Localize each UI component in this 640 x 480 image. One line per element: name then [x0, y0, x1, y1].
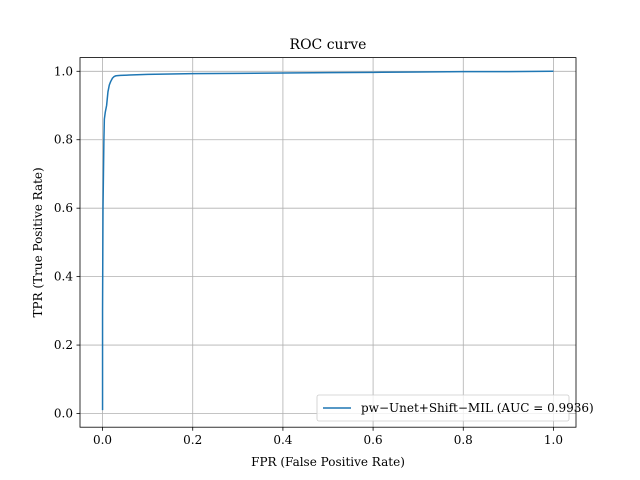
- grid-lines: [80, 57, 576, 428]
- x-tick-label: 0.6: [364, 433, 383, 447]
- y-tick-label: 0.2: [54, 338, 73, 352]
- x-tick-label: 0.4: [273, 433, 292, 447]
- x-tick-label: 0.0: [93, 433, 112, 447]
- legend: pw−Unet+Shift−MIL (AUC = 0.9936): [316, 394, 594, 422]
- chart-title: ROC curve: [290, 37, 367, 53]
- y-axis-label: TPR (True Positive Rate): [31, 167, 45, 317]
- x-axis-ticks: 0.0 0.2 0.4 0.6 0.8 1.0: [93, 427, 563, 447]
- plot-frame: [79, 57, 577, 428]
- y-tick-label: 0.0: [54, 407, 73, 421]
- y-axis-ticks: 0.0 0.2 0.4 0.6 0.8 1.0: [54, 64, 80, 421]
- y-tick-label: 0.6: [54, 201, 73, 215]
- y-tick-label: 1.0: [54, 64, 73, 78]
- x-tick-label: 0.2: [183, 433, 202, 447]
- plot-area: [80, 57, 576, 428]
- x-axis-label: FPR (False Positive Rate): [251, 455, 405, 469]
- curve-layer: [101, 70, 554, 411]
- x-tick-label: 0.8: [454, 433, 473, 447]
- legend-series-label: pw−Unet+Shift−MIL (AUC = 0.9936): [361, 401, 594, 415]
- legend-box: [316, 394, 570, 422]
- y-tick-label: 0.8: [54, 133, 73, 147]
- y-tick-label: 0.4: [54, 270, 73, 284]
- roc-curve-line: [101, 70, 554, 411]
- x-tick-label: 1.0: [544, 433, 563, 447]
